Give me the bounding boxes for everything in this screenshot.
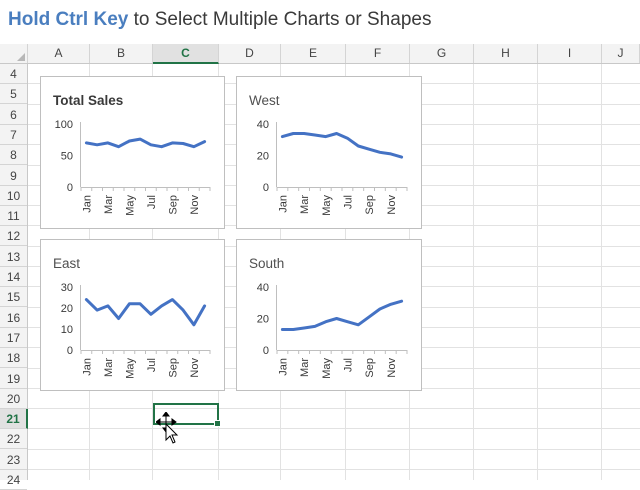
column-header-c[interactable]: C [153, 44, 219, 64]
row-header-17[interactable]: 17 [0, 328, 27, 348]
x-tick-label: Mar [103, 195, 115, 214]
move-cursor-icon [156, 412, 180, 444]
series-line [282, 301, 401, 329]
x-tick-label: Mar [299, 195, 311, 214]
x-tick-label: Jul [342, 358, 354, 372]
row-header-10[interactable]: 10 [0, 186, 27, 206]
y-tick-label: 0 [67, 345, 73, 357]
chart-svg: West 0 20 40 Jan Mar May Jul Sep Nov [237, 77, 423, 230]
column-header-j[interactable]: J [602, 44, 640, 63]
chart-west[interactable]: West 0 20 40 Jan Mar May Jul Sep Nov [236, 76, 422, 229]
chart-svg: Total Sales 0 50 100 Jan Mar May Jul Sep Nov [41, 77, 226, 230]
y-tick-label: 20 [257, 314, 269, 326]
row-header-23[interactable]: 23 [0, 450, 27, 470]
column-header-f[interactable]: F [346, 44, 410, 63]
x-tick-label: Mar [103, 358, 115, 377]
x-tick-label: May [321, 358, 333, 379]
chart-svg: East 0 10 20 30 Jan Mar May Jul Sep Nov [41, 240, 226, 392]
row-header-8[interactable]: 8 [0, 145, 27, 165]
series-line [86, 300, 204, 325]
y-tick-label: 50 [61, 151, 73, 163]
x-tick-label: Nov [386, 195, 398, 215]
chart-south[interactable]: South 0 20 40 Jan Mar May Jul Sep Nov [236, 239, 422, 391]
column-header-g[interactable]: G [410, 44, 474, 63]
x-tick-label: Sep [364, 195, 376, 215]
title-bar: Hold Ctrl Key to Select Multiple Charts … [0, 0, 640, 44]
row-header-15[interactable]: 15 [0, 287, 27, 307]
select-all-corner[interactable] [0, 44, 28, 63]
row-header-18[interactable]: 18 [0, 348, 27, 368]
row-header-4[interactable]: 4 [0, 64, 27, 84]
row-header-24[interactable]: 24 [0, 470, 27, 490]
chart-svg: South 0 20 40 Jan Mar May Jul Sep Nov [237, 240, 423, 392]
row-header-22[interactable]: 22 [0, 429, 27, 449]
column-header-d[interactable]: D [219, 44, 281, 63]
row-header-19[interactable]: 19 [0, 369, 27, 389]
x-tick-label: May [124, 358, 136, 379]
column-header-b[interactable]: B [90, 44, 153, 63]
x-tick-label: Jul [342, 195, 354, 209]
column-header-h[interactable]: H [474, 44, 538, 63]
row-header-9[interactable]: 9 [0, 166, 27, 186]
row-header-21[interactable]: 21 [0, 409, 28, 429]
title-emphasis: Hold Ctrl Key [8, 9, 128, 30]
x-tick-label: Jan [277, 195, 289, 213]
y-tick-label: 0 [67, 182, 73, 194]
x-tick-label: Jul [146, 195, 158, 209]
y-tick-label: 0 [263, 182, 269, 194]
column-header-i[interactable]: I [538, 44, 602, 63]
y-tick-label: 40 [257, 282, 269, 294]
chart-title: South [249, 256, 284, 271]
column-header-a[interactable]: A [28, 44, 90, 63]
series-line [282, 134, 401, 158]
chart-title: Total Sales [53, 93, 123, 108]
x-tick-label: Mar [299, 358, 311, 377]
row-header-6[interactable]: 6 [0, 105, 27, 125]
chart-total-sales[interactable]: Total Sales 0 50 100 Jan Mar May Jul Sep Nov [40, 76, 225, 229]
x-tick-label: May [124, 195, 136, 216]
y-tick-label: 10 [61, 324, 73, 336]
x-tick-label: Sep [167, 195, 179, 215]
x-tick-label: Sep [364, 358, 376, 378]
x-tick-label: Jan [81, 195, 93, 213]
x-tick-label: May [321, 195, 333, 216]
row-header-20[interactable]: 20 [0, 389, 27, 409]
row-header-11[interactable]: 11 [0, 206, 27, 226]
y-tick-label: 40 [257, 119, 269, 131]
x-tick-label: Jan [277, 358, 289, 376]
y-tick-label: 0 [263, 345, 269, 357]
chart-east[interactable]: East 0 10 20 30 Jan Mar May Jul Sep Nov [40, 239, 225, 391]
x-tick-label: Sep [167, 358, 179, 378]
column-header-e[interactable]: E [281, 44, 346, 63]
x-tick-label: Nov [189, 195, 201, 215]
series-line [86, 139, 204, 147]
x-tick-label: Jul [146, 358, 158, 372]
sheet-title: Hold Ctrl Key to Select Multiple Charts … [8, 9, 431, 31]
x-tick-label: Nov [386, 358, 398, 378]
title-rest: to Select Multiple Charts or Shapes [128, 9, 431, 30]
x-tick-label: Jan [81, 358, 93, 376]
row-header-12[interactable]: 12 [0, 226, 27, 246]
y-tick-label: 20 [257, 151, 269, 163]
x-tick-label: Nov [189, 358, 201, 378]
y-tick-label: 100 [55, 119, 73, 131]
row-header-5[interactable]: 5 [0, 84, 27, 104]
chart-title: East [53, 256, 80, 271]
row-header-13[interactable]: 13 [0, 247, 27, 267]
chart-title: West [249, 93, 280, 108]
row-header-7[interactable]: 7 [0, 125, 27, 145]
y-tick-label: 20 [61, 303, 73, 315]
row-header-14[interactable]: 14 [0, 267, 27, 287]
y-tick-label: 30 [61, 282, 73, 294]
row-header-16[interactable]: 16 [0, 308, 27, 328]
